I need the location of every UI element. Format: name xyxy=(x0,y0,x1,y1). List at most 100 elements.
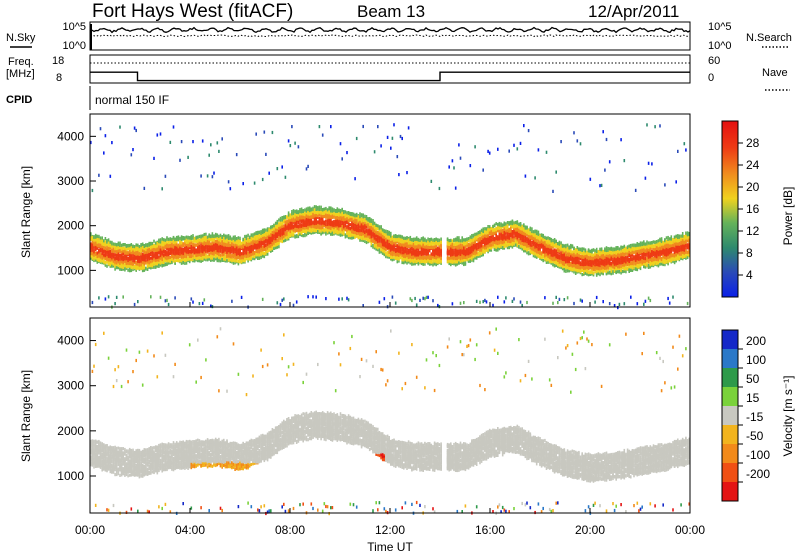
range-cell xyxy=(371,223,373,226)
range-cell xyxy=(139,252,141,255)
range-cell xyxy=(208,237,210,240)
range-cell xyxy=(220,237,222,240)
range-cell xyxy=(134,127,136,130)
range-cell xyxy=(191,241,193,244)
range-cell xyxy=(194,247,196,250)
range-cell xyxy=(288,139,290,142)
range-cell xyxy=(171,258,173,261)
range-cell xyxy=(197,236,199,239)
range-cell xyxy=(400,235,402,238)
range-cell xyxy=(268,228,270,231)
range-cell xyxy=(372,244,374,247)
range-cell xyxy=(135,255,137,258)
range-cell xyxy=(153,248,155,251)
range-cell xyxy=(299,219,301,222)
range-cell xyxy=(231,300,233,303)
range-cell xyxy=(388,231,390,234)
range-cell xyxy=(129,244,131,247)
range-cell xyxy=(385,230,387,233)
range-cell xyxy=(150,260,152,263)
range-cell xyxy=(298,145,300,148)
range-cell xyxy=(113,247,115,250)
range-cell xyxy=(280,303,282,306)
range-cell xyxy=(111,253,113,256)
range-cell xyxy=(277,238,279,241)
range-cell xyxy=(278,245,280,248)
range-cell xyxy=(244,235,246,238)
nave-tick-top: 60 xyxy=(708,55,720,67)
range-cell xyxy=(187,236,189,239)
range-cell xyxy=(184,253,186,256)
range-cell xyxy=(290,226,292,229)
range-cell xyxy=(262,178,264,181)
range-cell xyxy=(372,219,374,222)
range-cell xyxy=(293,304,295,307)
range-cell xyxy=(335,209,337,212)
range-cell xyxy=(419,299,421,302)
range-cell xyxy=(171,238,173,241)
range-cell xyxy=(385,251,387,254)
range-cell xyxy=(380,144,382,147)
range-cell xyxy=(101,255,103,258)
nsky-label: N.Sky xyxy=(6,32,36,44)
range-cell xyxy=(340,228,342,231)
range-cell xyxy=(354,226,356,229)
range-cell xyxy=(434,262,436,265)
range-cell xyxy=(265,153,267,156)
range-cell xyxy=(176,246,178,249)
range-cell xyxy=(367,218,369,221)
range-cell xyxy=(387,230,389,233)
range-cell xyxy=(113,254,115,257)
range-cell xyxy=(338,212,340,215)
range-cell xyxy=(174,259,176,262)
range-cell xyxy=(337,207,339,210)
range-cell xyxy=(200,257,202,260)
range-cell xyxy=(457,253,459,256)
range-cell xyxy=(231,242,233,245)
range-cell xyxy=(134,245,136,248)
range-cell xyxy=(166,236,168,239)
range-cell xyxy=(195,236,197,239)
range-cell xyxy=(447,256,449,259)
range-cell xyxy=(450,239,452,242)
range-cell xyxy=(312,208,314,211)
range-cell xyxy=(119,260,121,263)
range-cell xyxy=(293,209,295,212)
range-cell xyxy=(114,243,116,246)
range-cell xyxy=(182,248,184,251)
range-cell xyxy=(238,236,240,239)
range-cell xyxy=(147,243,149,246)
range-cell xyxy=(328,206,330,209)
range-cell xyxy=(277,220,279,223)
range-cell xyxy=(241,296,243,299)
range-cell xyxy=(431,238,433,241)
noise-tick-right-bottom: 10^0 xyxy=(708,40,732,52)
range-cell xyxy=(204,236,206,239)
range-cell xyxy=(202,250,204,253)
range-cell xyxy=(135,129,137,132)
range-cell xyxy=(105,241,107,244)
range-cell xyxy=(262,246,264,249)
range-cell xyxy=(288,232,290,235)
range-cell xyxy=(426,260,428,263)
range-cell xyxy=(212,232,214,235)
range-cell xyxy=(208,154,210,157)
range-cell xyxy=(291,230,293,233)
range-cell xyxy=(328,210,330,213)
range-cell xyxy=(281,299,283,302)
range-cell xyxy=(127,265,129,268)
range-cell xyxy=(291,210,293,213)
range-cell xyxy=(204,255,206,258)
range-cell xyxy=(233,246,235,249)
range-cell xyxy=(281,216,283,219)
range-cell xyxy=(242,238,244,241)
range-cell xyxy=(437,247,439,250)
range-cell xyxy=(285,232,287,235)
range-cell xyxy=(255,231,257,234)
range-cell xyxy=(182,236,184,239)
range-cell xyxy=(105,237,107,240)
range-cell xyxy=(448,243,450,246)
range-cell xyxy=(414,238,416,241)
range-cell xyxy=(359,215,361,218)
range-cell xyxy=(429,254,431,257)
